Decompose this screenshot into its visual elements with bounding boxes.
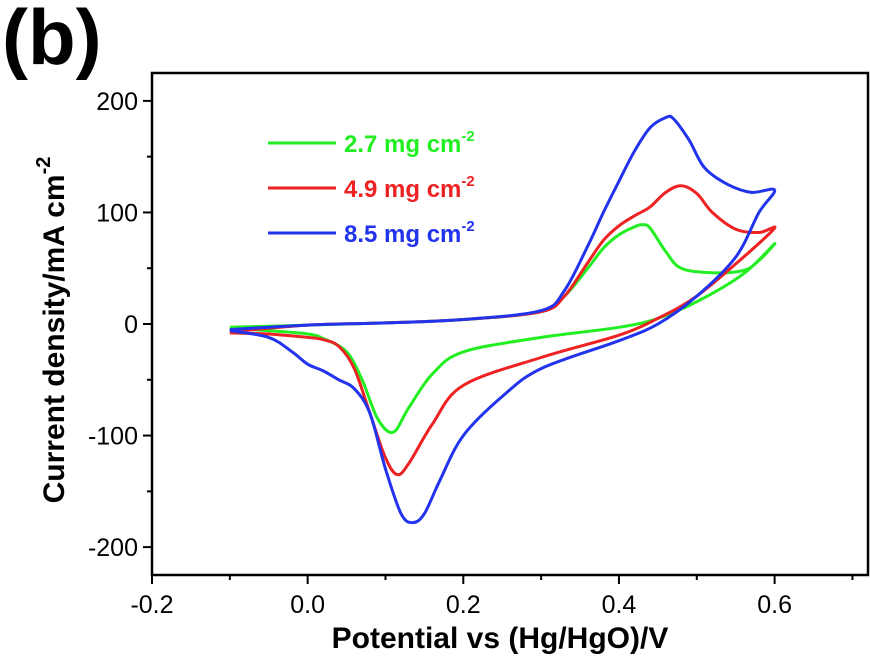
y-axis-title-sup: -2	[33, 157, 55, 175]
y-tick-label: 200	[96, 88, 138, 116]
y-axis-title: Current density/mA cm-2	[33, 157, 71, 504]
y-tick-label: 100	[96, 199, 138, 227]
legend-label-2: 4.9 mg cm-2	[344, 173, 475, 203]
series-line-3	[229, 114, 777, 525]
x-axis-title: Potential vs (Hg/HgO)/V	[332, 622, 669, 655]
series-line-1	[229, 223, 777, 435]
legend-label-1: 2.7 mg cm-2	[344, 128, 475, 158]
x-tick-label: 0.2	[446, 591, 481, 619]
legend-label-3: 8.5 mg cm-2	[344, 218, 475, 248]
plot-frame	[150, 71, 870, 577]
y-axis-title-group: Current density/mA cm-2	[33, 157, 71, 504]
x-tick-label: 0.4	[602, 591, 637, 619]
y-axis-title-main: Current density/mA cm	[38, 174, 71, 503]
x-tick-label: -0.2	[130, 591, 173, 619]
y-tick-label: 0	[124, 311, 138, 339]
panel-label: (b)	[2, 0, 102, 81]
legend: 2.7 mg cm-2 4.9 mg cm-2 8.5 mg cm-2	[268, 128, 475, 248]
tick-layer: -0.2 0.0 0.2 0.4 0.6 200 100 0 -100 -200	[88, 88, 854, 619]
x-tick-label: 0.0	[290, 591, 325, 619]
y-tick-label: -100	[88, 423, 138, 451]
series-line-2	[229, 184, 777, 477]
series-layer	[229, 114, 777, 525]
x-tick-label: 0.6	[757, 591, 792, 619]
y-tick-label: -200	[88, 534, 138, 562]
